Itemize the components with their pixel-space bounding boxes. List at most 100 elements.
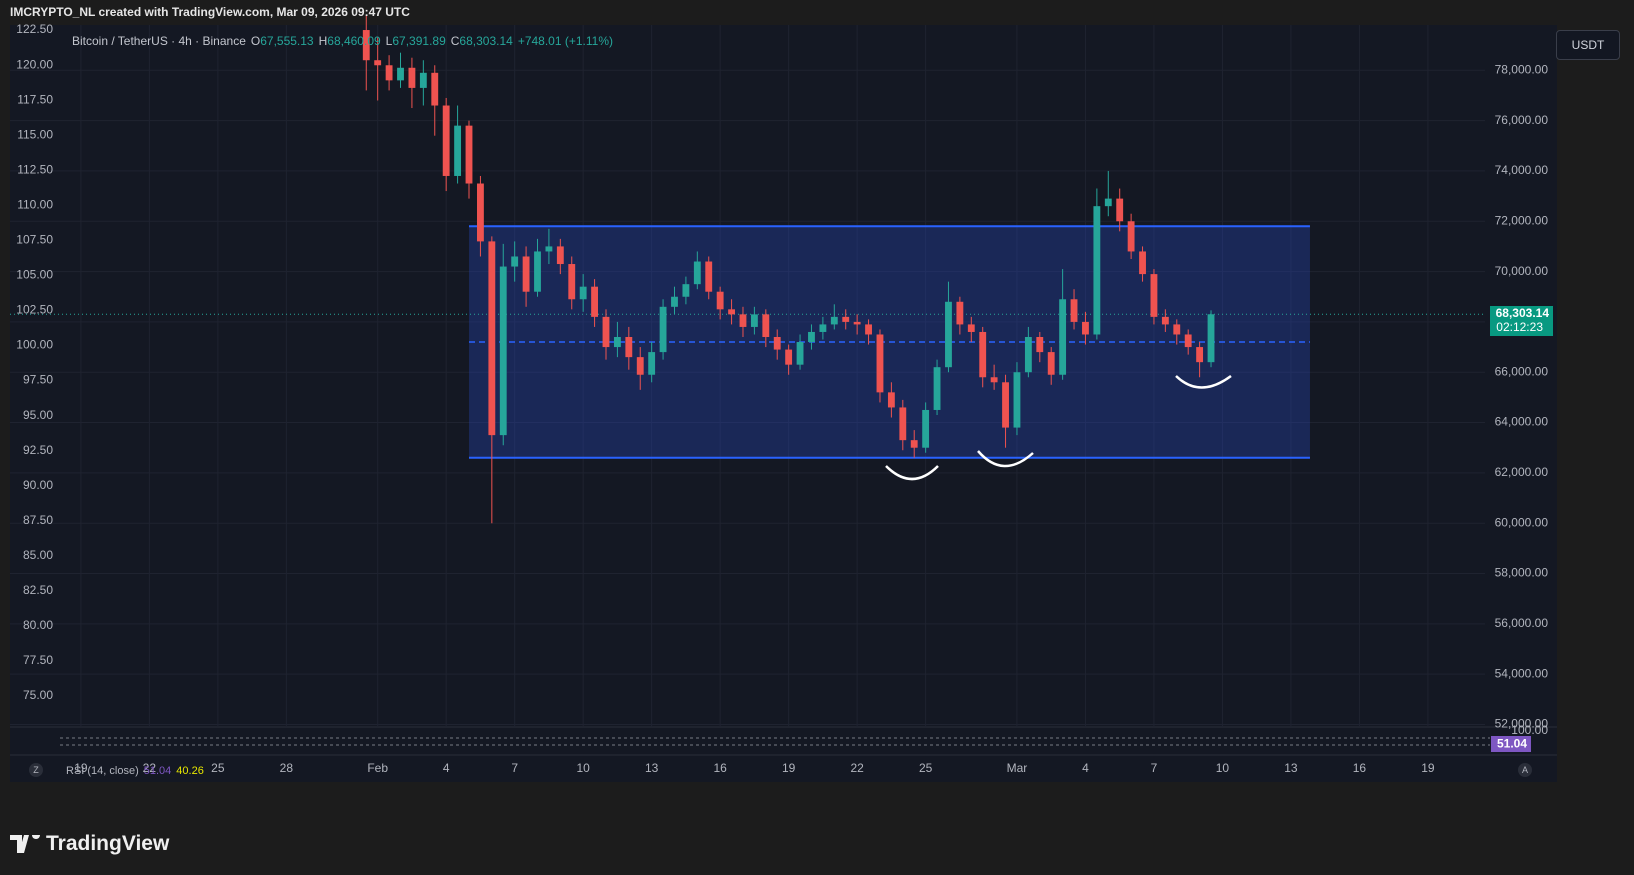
scale-button[interactable] bbox=[29, 763, 43, 777]
y2-tick-label: 100.00 bbox=[16, 338, 53, 352]
candle-body bbox=[1150, 274, 1158, 317]
scale-button[interactable] bbox=[1518, 763, 1532, 777]
y-tick-label: 70,000.00 bbox=[1495, 264, 1549, 278]
candle-body bbox=[842, 316, 850, 322]
ohlc: C68,303.14 bbox=[451, 34, 513, 48]
drawn-arc bbox=[977, 450, 1034, 468]
y2-tick-label: 112.50 bbox=[17, 162, 53, 176]
candles bbox=[362, 14, 1215, 524]
candle-body bbox=[1104, 198, 1112, 207]
candle-body bbox=[454, 125, 462, 176]
candle-body bbox=[488, 241, 496, 436]
ohlc-key: L bbox=[385, 34, 393, 48]
brand: TradingView bbox=[10, 832, 169, 856]
candle-body bbox=[419, 72, 427, 88]
y2-tick-label: 117.50 bbox=[17, 92, 53, 106]
y-tick-label: 72,000.00 bbox=[1495, 213, 1549, 227]
y-tick-label: 54,000.00 bbox=[1495, 666, 1549, 680]
drawn-arc bbox=[1175, 374, 1232, 389]
candle-body bbox=[442, 105, 450, 176]
candle-body bbox=[659, 306, 667, 353]
x-tick-label: 7 bbox=[511, 761, 518, 775]
candle-body bbox=[636, 357, 644, 375]
candle-body bbox=[682, 284, 690, 297]
candle-body bbox=[671, 296, 678, 307]
y2-tick-label: 110.00 bbox=[17, 197, 53, 211]
candle-body bbox=[1036, 337, 1044, 353]
x-tick-label: 16 bbox=[713, 761, 727, 775]
chart-pane bbox=[10, 25, 1557, 782]
x-tick-label: 22 bbox=[143, 761, 157, 775]
candle-body bbox=[1024, 337, 1032, 373]
candle-body bbox=[739, 314, 747, 327]
candle-body bbox=[556, 246, 564, 265]
x-tick-label: 28 bbox=[280, 761, 294, 775]
y2-tick-label: 102.50 bbox=[16, 303, 53, 317]
rsi-label: RSI (14, close) bbox=[66, 765, 139, 777]
candle-body bbox=[1127, 221, 1135, 252]
scale-button-label[interactable]: Z bbox=[33, 765, 39, 775]
y-tick-label: 76,000.00 bbox=[1495, 113, 1549, 127]
currency-button[interactable]: USDT bbox=[1556, 30, 1620, 60]
x-tick-label: 13 bbox=[645, 761, 659, 775]
candle-body bbox=[1082, 321, 1089, 335]
y2-tick-label: 75.00 bbox=[23, 688, 53, 702]
x-tick-label: 19 bbox=[1421, 761, 1435, 775]
ohlc-value: 67,555.13 bbox=[260, 34, 314, 48]
candle-body bbox=[362, 30, 370, 61]
symbol: Bitcoin / TetherUS · 4h · Binance bbox=[72, 34, 246, 48]
y-tick-label: 66,000.00 bbox=[1495, 364, 1549, 378]
candle-body bbox=[1196, 347, 1204, 363]
candle-body bbox=[1139, 251, 1146, 275]
ohlc-key: H bbox=[318, 34, 328, 48]
y2-tick-label: 90.00 bbox=[23, 478, 53, 492]
candle-body bbox=[625, 337, 633, 358]
symbol-legend: Bitcoin / TetherUS · 4h · Binance O67,55… bbox=[72, 34, 613, 48]
rsi-badge: 51.04 bbox=[1497, 737, 1527, 751]
scale-button-label[interactable]: A bbox=[1522, 765, 1528, 775]
grid bbox=[10, 25, 1485, 727]
x-tick-label: 4 bbox=[1082, 761, 1089, 775]
axes: 78,000.00 76,000.00 74,000.00 72,000.00 70,0… bbox=[16, 22, 1548, 775]
candle-body bbox=[476, 183, 484, 242]
candle-body bbox=[385, 65, 393, 81]
y2-tick-label: 92.50 bbox=[23, 443, 53, 457]
y-tick-label: 52,000.00 bbox=[1495, 717, 1549, 731]
candle-body bbox=[1059, 299, 1067, 375]
x-tick-label: 19 bbox=[74, 761, 88, 775]
header: IMCRYPTO_NL created with TradingView.com… bbox=[10, 5, 410, 19]
x-tick-label: 13 bbox=[1284, 761, 1298, 775]
y-tick-label: 62,000.00 bbox=[1495, 465, 1549, 479]
y2-tick-label: 97.50 bbox=[23, 373, 53, 387]
candle-body bbox=[499, 266, 507, 436]
rsi-value: 51.04 bbox=[143, 765, 172, 777]
candle-body bbox=[568, 264, 576, 300]
candle-body bbox=[728, 309, 735, 315]
x-tick-label: 22 bbox=[850, 761, 864, 775]
candle-body bbox=[1070, 299, 1078, 322]
y2-tick-label: 87.50 bbox=[23, 513, 53, 527]
candle-body bbox=[1207, 314, 1215, 363]
rsi-badge-bg bbox=[1491, 736, 1531, 752]
candle-body bbox=[545, 246, 553, 252]
countdown: 02:12:23 bbox=[1496, 320, 1543, 334]
y2-tick-label: 95.00 bbox=[23, 408, 53, 422]
y2-tick-label: 115.00 bbox=[17, 127, 53, 141]
candle-body bbox=[591, 286, 599, 317]
candle-body bbox=[1047, 352, 1055, 375]
x-tick-label: Mar bbox=[1007, 761, 1028, 775]
candle-body bbox=[1184, 334, 1192, 348]
candle-body bbox=[522, 256, 530, 292]
ohlc-value: 68,460.09 bbox=[327, 34, 381, 48]
x-tick-label: 16 bbox=[1353, 761, 1367, 775]
x-tick-label: 19 bbox=[782, 761, 796, 775]
candle-body bbox=[716, 291, 724, 310]
y-tick-label: 64,000.00 bbox=[1495, 415, 1549, 429]
rsi-legend: RSI (14, close) 51.04 40.26 bbox=[66, 765, 204, 777]
candle-body bbox=[408, 67, 416, 88]
candle-body bbox=[785, 349, 793, 365]
y2-tick-label: 82.50 bbox=[23, 583, 53, 597]
x-tick-label: 7 bbox=[1151, 761, 1158, 775]
